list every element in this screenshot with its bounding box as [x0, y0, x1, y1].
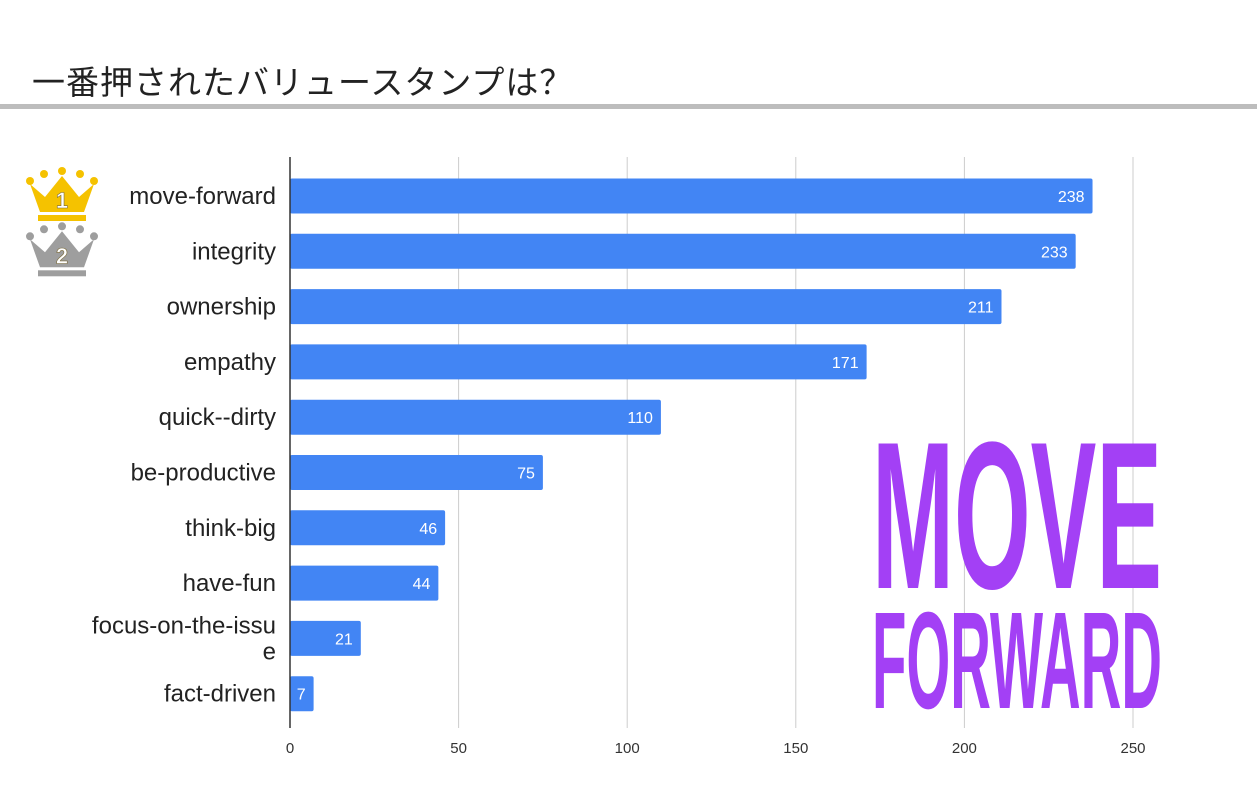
bar — [290, 455, 543, 490]
bar — [290, 289, 1002, 325]
crown-jewel — [58, 167, 66, 175]
category-label-line: e — [263, 638, 276, 665]
category-label-line: focus-on-the-issu — [92, 612, 276, 639]
bar — [290, 510, 446, 546]
category-label-line: quick--dirty — [159, 404, 276, 431]
rank-number: 1 — [56, 188, 68, 213]
bar-value-label: 7 — [297, 687, 306, 704]
category-label: be-productive — [131, 460, 276, 487]
crown-jewel — [26, 232, 34, 241]
bar-value-label: 75 — [517, 466, 535, 483]
rank-number: 2 — [56, 243, 68, 268]
bar-value-label: 238 — [1058, 189, 1085, 206]
crown-jewel — [40, 225, 48, 234]
bar — [290, 344, 867, 380]
x-tick-labels: 0 50 100 150 200 250 — [286, 740, 1146, 757]
category-label: fact-driven — [164, 681, 276, 708]
category-label-line: ownership — [167, 294, 276, 321]
bars: 238 233 211 171 110 75 46 44 21 7 — [290, 178, 1093, 712]
category-label: focus-on-the-issu e — [92, 612, 276, 665]
move-forward-logo: MOVE FORWARD — [872, 398, 1162, 738]
category-label: integrity — [192, 238, 276, 265]
category-label: ownership — [167, 294, 276, 321]
bar — [290, 233, 1076, 269]
category-label-line: think-big — [185, 515, 276, 542]
x-tick-label: 250 — [1120, 740, 1145, 757]
crown-jewel — [90, 232, 98, 241]
crown-jewel — [58, 222, 66, 231]
category-label: quick--dirty — [159, 404, 276, 431]
slide-title: 一番押されたバリュースタンプは？ — [32, 63, 574, 102]
crown-band — [38, 215, 86, 221]
crown-jewel — [40, 170, 48, 178]
title-divider — [0, 104, 1257, 109]
category-label: have-fun — [183, 570, 276, 597]
logo-line-move: MOVE — [872, 398, 1162, 633]
bar-value-label: 110 — [627, 410, 653, 427]
category-label-line: have-fun — [183, 570, 276, 597]
x-tick-label: 50 — [450, 740, 467, 757]
x-tick-label: 200 — [952, 740, 977, 757]
crown-jewel — [76, 170, 84, 178]
category-label-line: fact-driven — [164, 681, 276, 708]
category-label-line: move-forward — [129, 183, 276, 210]
rank-badges: 12 — [26, 167, 98, 277]
category-label-line: be-productive — [131, 460, 276, 487]
bar — [290, 178, 1093, 214]
bar-value-label: 171 — [832, 355, 859, 372]
bar-value-label: 46 — [419, 521, 437, 538]
bar — [290, 620, 361, 656]
category-label: empathy — [184, 349, 276, 376]
x-tick-label: 150 — [783, 740, 808, 757]
category-labels: move-forward integrity ownership empathy qui… — [92, 183, 276, 708]
logo-line-forward: FORWARD — [872, 584, 1162, 738]
silver-crown-icon: 2 — [26, 222, 98, 277]
x-tick-label: 100 — [615, 740, 640, 757]
crown-jewel — [76, 225, 84, 234]
bar-value-label: 233 — [1041, 244, 1068, 261]
category-label-line: empathy — [184, 349, 276, 376]
bar — [290, 399, 661, 435]
category-label-line: integrity — [192, 238, 276, 265]
bar-value-label: 21 — [335, 631, 353, 648]
crown-jewel — [90, 177, 98, 185]
crown-band — [38, 270, 86, 277]
bar-value-label: 211 — [968, 300, 994, 317]
x-tick-label: 0 — [286, 740, 294, 757]
bar — [290, 565, 439, 601]
bar-value-label: 44 — [413, 576, 431, 593]
bar — [290, 676, 314, 712]
gold-crown-icon: 1 — [26, 167, 98, 221]
crown-body — [30, 176, 94, 212]
crown-jewel — [26, 177, 34, 185]
crown-body — [30, 231, 94, 268]
category-label: think-big — [185, 515, 276, 542]
category-label: move-forward — [129, 183, 276, 210]
